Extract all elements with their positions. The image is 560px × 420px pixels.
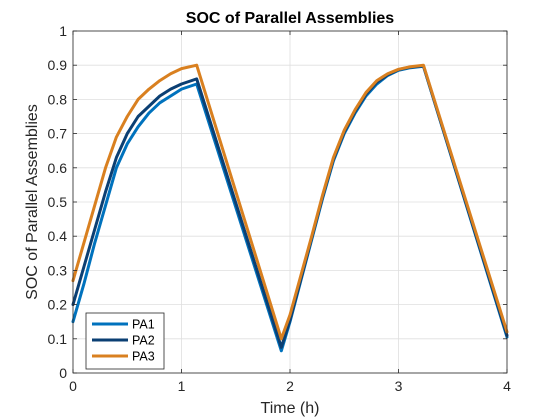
x-tick-label: 3 [395, 378, 403, 394]
legend-label-pa1: PA1 [132, 318, 155, 332]
x-tick-label: 0 [69, 378, 77, 394]
series-layer [71, 63, 509, 353]
grid-lines [72, 30, 508, 374]
chart-title: SOC of Parallel Assemblies [186, 10, 394, 27]
y-tick-label: 0.2 [48, 297, 68, 313]
y-tick-label: 1 [59, 23, 67, 39]
x-axis-label: Time (h) [261, 400, 320, 417]
y-tick-label: 0.8 [48, 91, 68, 107]
legend: PA1 PA2 PA3 [85, 312, 165, 370]
legend-label-pa2: PA2 [132, 334, 155, 348]
legend-label-pa3: PA3 [132, 350, 155, 364]
y-tick-label: 0.6 [48, 160, 68, 176]
axis-ticks: 0 1 2 3 4 0 0.1 0.2 0.3 0.4 0.5 0.6 0.7 0.8 0.9 1 [48, 23, 512, 394]
x-tick-label: 4 [503, 378, 511, 394]
y-tick-label: 0.7 [48, 126, 68, 142]
y-tick-label: 0.9 [48, 57, 68, 73]
y-tick-label: 0 [59, 365, 67, 381]
series-line-pa3 [71, 63, 509, 341]
y-tick-label: 0.5 [48, 194, 68, 210]
x-tick-label: 1 [178, 378, 186, 394]
y-tick-label: 0.3 [48, 262, 68, 278]
y-axis-label: SOC of Parallel Assemblies [24, 104, 41, 300]
y-tick-label: 0.4 [48, 228, 68, 244]
x-tick-label: 2 [286, 378, 294, 394]
y-tick-label: 0.1 [48, 331, 68, 347]
